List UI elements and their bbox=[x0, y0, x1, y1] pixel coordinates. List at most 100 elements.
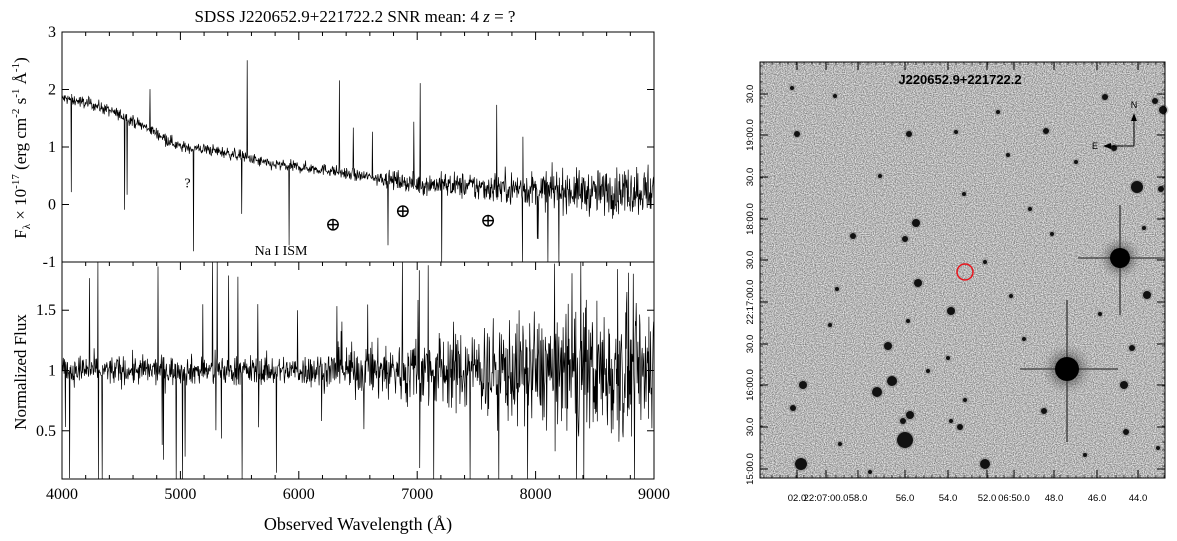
star bbox=[946, 356, 950, 360]
flux-y-tick-label: -1 bbox=[43, 254, 56, 271]
flux-y-axis: -1 0 1 2 3 bbox=[43, 24, 654, 271]
star bbox=[1152, 98, 1158, 104]
normalized-panel: 0.5 1 1.5 4000 5000 6000 7000 8000 9000 Normali… bbox=[11, 32, 670, 535]
star bbox=[983, 260, 987, 264]
flux-y-tick-label: 2 bbox=[48, 82, 56, 99]
ra-tick-label: 56.0 bbox=[896, 493, 915, 504]
star bbox=[887, 376, 897, 386]
star bbox=[996, 110, 1000, 114]
compass: N E bbox=[1092, 100, 1137, 151]
finder-object-label: J220652.9+221722.2 bbox=[898, 72, 1021, 87]
star bbox=[1123, 429, 1129, 435]
star bbox=[1143, 291, 1151, 299]
ra-tick-label: 06:50.0 bbox=[998, 493, 1030, 504]
star bbox=[794, 131, 800, 137]
spectrum-title: SDSS J220652.9+221722.2 SNR mean: 4 z = … bbox=[195, 7, 516, 26]
star bbox=[790, 405, 796, 411]
star bbox=[835, 287, 839, 291]
finder-chart: J220652.9+221722.2 N E 02.022:07:00.0 58.… bbox=[745, 61, 1169, 504]
compass-east-label: E bbox=[1092, 141, 1098, 151]
star bbox=[926, 369, 930, 373]
star bbox=[790, 86, 794, 90]
flux-annotation: ? bbox=[184, 176, 190, 191]
star bbox=[833, 94, 837, 98]
bright-star-2 bbox=[1020, 300, 1118, 442]
ra-tick-label: 02.0 bbox=[788, 493, 807, 504]
x-tick-label: 8000 bbox=[520, 486, 552, 503]
star bbox=[949, 419, 953, 423]
flux-panel: -1 0 1 2 3 ? Na I ISM ⊕ ⊕ ⊕ Fλ × 10-17 (erg cm-2… bbox=[10, 24, 655, 271]
ra-tick-label: 44.0 bbox=[1129, 493, 1148, 504]
star bbox=[878, 174, 882, 178]
ra-tick-label: 52.0 bbox=[978, 493, 997, 504]
star bbox=[1083, 453, 1087, 457]
star bbox=[1156, 446, 1160, 450]
star bbox=[902, 236, 908, 242]
star bbox=[906, 319, 910, 323]
spectrum-figure: SDSS J220652.9+221722.2 SNR mean: 4 z = … bbox=[10, 7, 670, 535]
star bbox=[872, 387, 882, 397]
normalized-y-tick-label: 1 bbox=[48, 363, 56, 380]
finder-stars bbox=[788, 84, 1169, 476]
ra-tick-label: 22:07:00.0 bbox=[804, 493, 849, 504]
flux-series-line bbox=[61, 60, 655, 263]
ra-tick-label: 46.0 bbox=[1088, 493, 1107, 504]
star bbox=[1022, 337, 1026, 341]
star bbox=[912, 219, 920, 227]
dec-tick-label: 15:00.0 bbox=[745, 453, 756, 485]
x-axis: 4000 5000 6000 7000 8000 9000 bbox=[46, 32, 670, 503]
star bbox=[1158, 186, 1164, 192]
star bbox=[906, 411, 914, 419]
star bbox=[1041, 408, 1047, 414]
x-tick-label: 6000 bbox=[283, 486, 315, 503]
finder-sky-noise bbox=[760, 62, 1165, 478]
star bbox=[954, 130, 958, 134]
star bbox=[1129, 345, 1135, 351]
star bbox=[1074, 160, 1078, 164]
star bbox=[914, 279, 922, 287]
normalized-y-tick-label: 1.5 bbox=[36, 302, 56, 319]
star bbox=[884, 342, 892, 350]
telluric-marker: ⊕ bbox=[325, 214, 341, 235]
star bbox=[850, 233, 856, 239]
star bbox=[799, 381, 807, 389]
target-marker bbox=[956, 263, 974, 281]
dec-tick-label: 18:00.0 bbox=[745, 203, 756, 235]
dec-tick-label: 30.0 bbox=[745, 335, 756, 354]
star bbox=[980, 459, 990, 469]
star bbox=[1131, 181, 1143, 193]
normalized-series-line bbox=[61, 261, 655, 480]
flux-annotations: ? Na I ISM ⊕ ⊕ ⊕ bbox=[184, 176, 496, 259]
star bbox=[1043, 128, 1049, 134]
star bbox=[1159, 106, 1167, 114]
star bbox=[838, 442, 842, 446]
normalized-y-tick-label: 0.5 bbox=[36, 423, 56, 440]
star bbox=[1006, 153, 1010, 157]
dec-tick-label: 30.0 bbox=[745, 168, 756, 187]
telluric-marker: ⊕ bbox=[395, 201, 411, 222]
star bbox=[795, 458, 807, 470]
star bbox=[906, 131, 912, 137]
dec-tick-label: 30.0 bbox=[745, 418, 756, 437]
star bbox=[947, 307, 955, 315]
dec-tick-label: 30.0 bbox=[745, 85, 756, 104]
flux-annotation: Na I ISM bbox=[255, 244, 308, 259]
x-tick-label: 9000 bbox=[638, 486, 670, 503]
star bbox=[900, 418, 906, 424]
telluric-marker: ⊕ bbox=[480, 210, 496, 231]
ra-tick-label: 54.0 bbox=[939, 493, 958, 504]
normalized-y-axis: 0.5 1 1.5 bbox=[36, 302, 654, 440]
star bbox=[957, 424, 963, 430]
dec-tick-label: 30.0 bbox=[745, 251, 756, 270]
flux-panel-frame bbox=[61, 31, 655, 263]
ra-tick-label: 48.0 bbox=[1045, 493, 1064, 504]
flux-y-tick-label: 3 bbox=[48, 24, 56, 41]
x-tick-label: 7000 bbox=[401, 486, 433, 503]
flux-y-tick-label: 0 bbox=[48, 197, 56, 214]
star bbox=[868, 470, 872, 474]
flux-y-tick-label: 1 bbox=[48, 139, 56, 156]
x-axis-label: Observed Wavelength (Å) bbox=[264, 514, 452, 535]
x-tick-label: 5000 bbox=[164, 486, 196, 503]
star bbox=[963, 398, 967, 402]
